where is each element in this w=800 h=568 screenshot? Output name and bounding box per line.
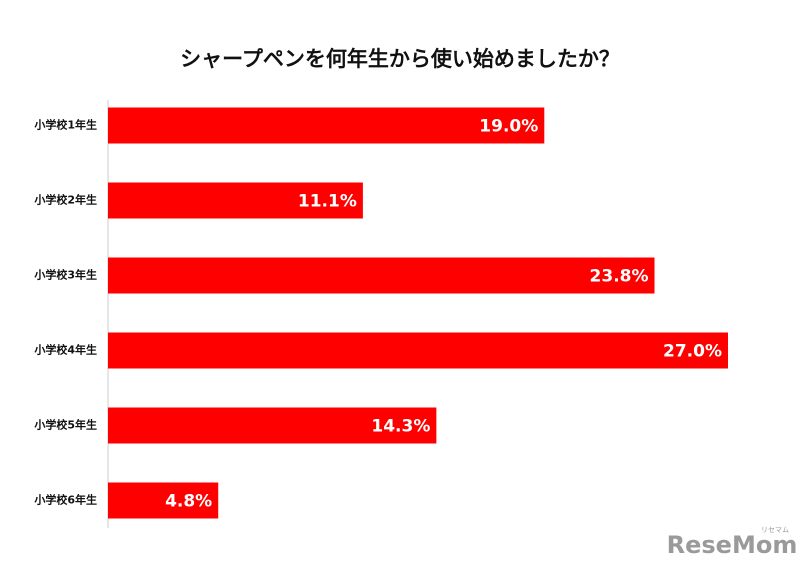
y-tick-label: 小学校3年生 bbox=[33, 268, 97, 282]
watermark-kana: リセマム bbox=[761, 526, 789, 534]
bar bbox=[108, 257, 655, 294]
bar bbox=[108, 407, 437, 444]
y-tick-label: 小学校1年生 bbox=[33, 118, 97, 132]
y-tick-label: 小学校2年生 bbox=[33, 193, 97, 207]
watermark: ReseMom bbox=[667, 531, 798, 559]
y-tick-label: 小学校4年生 bbox=[33, 343, 97, 357]
y-tick-label: 小学校5年生 bbox=[33, 418, 97, 432]
value-label: 27.0% bbox=[663, 342, 722, 362]
value-label: 19.0% bbox=[479, 117, 538, 137]
value-label: 4.8% bbox=[165, 492, 212, 512]
bar bbox=[108, 182, 363, 219]
bar bbox=[108, 482, 219, 519]
value-label: 14.3% bbox=[371, 417, 430, 437]
value-label: 11.1% bbox=[298, 192, 357, 212]
value-label: 23.8% bbox=[590, 267, 649, 287]
y-tick-label: 小学校6年生 bbox=[33, 493, 97, 507]
chart-title: シャープペンを何年生から使い始めましたか？ bbox=[180, 47, 620, 71]
bar bbox=[108, 107, 545, 144]
bar bbox=[108, 332, 728, 369]
